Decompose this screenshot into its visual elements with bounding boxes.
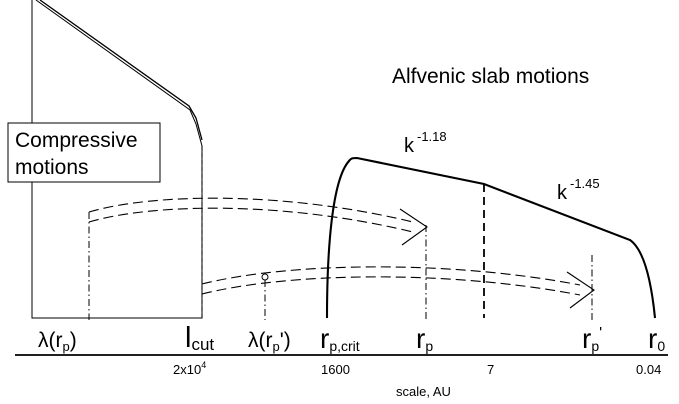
axis-tick-2x10-4: 2x104 (173, 360, 206, 377)
marker-r-p-crit: rp,crit (320, 323, 360, 354)
upper-arrow-line-b (88, 207, 414, 233)
marker-r-p-prime: rp' (582, 323, 602, 354)
slope-1-base: k (404, 135, 415, 157)
marker-l-cut: lcut (185, 322, 214, 354)
axis-tick-7: 7 (487, 362, 494, 377)
lower-arrow-line-a (201, 266, 581, 286)
scale-markers: λ(rp) lcut λ(rp') rp,crit rp rp' r0 (38, 322, 665, 354)
slope-label-1: k -1.18 (404, 129, 447, 157)
mapping-arrow-upper (88, 197, 414, 233)
compressive-label-frame (7, 122, 161, 183)
lambda-rp-prime-dot (261, 273, 269, 281)
alfvenic-curve (325, 156, 657, 319)
slope-2-exponent: -1.45 (570, 176, 600, 191)
compressive-label-line1: Compressive (15, 129, 138, 152)
slope-label-2: k -1.45 (557, 176, 600, 204)
compressive-top-edge (39, 0, 203, 141)
marker-verticals (88, 212, 593, 320)
compressive-label-line2: motions (15, 156, 89, 179)
slope-2-base: k (557, 182, 568, 204)
axis-ticks: 2x104 1600 7 0.04 (173, 360, 661, 377)
mapping-arrow-lower (201, 266, 581, 296)
axis-tick-1600: 1600 (321, 362, 350, 377)
marker-lambda-rp: λ(rp) (38, 329, 77, 354)
lower-arrow-line-b (201, 276, 581, 296)
axis-label: scale, AU (396, 384, 451, 399)
compressive-label-box: Compressive motions (7, 122, 161, 183)
marker-r-p: rp (416, 323, 433, 354)
compressive-spectrum (31, 0, 203, 319)
lower-arrow-head (566, 271, 595, 309)
upper-arrow-line-a (88, 197, 414, 223)
marker-r-0: r0 (648, 323, 665, 354)
alfvenic-spectrum (325, 156, 657, 319)
alfvenic-title: Alfvenic slab motions (392, 65, 589, 88)
slope-1-exponent: -1.18 (417, 129, 447, 144)
upper-arrow-head (399, 208, 428, 246)
marker-lambda-rp-prime: λ(rp') (248, 329, 291, 354)
axis-tick-0-04: 0.04 (636, 362, 661, 377)
